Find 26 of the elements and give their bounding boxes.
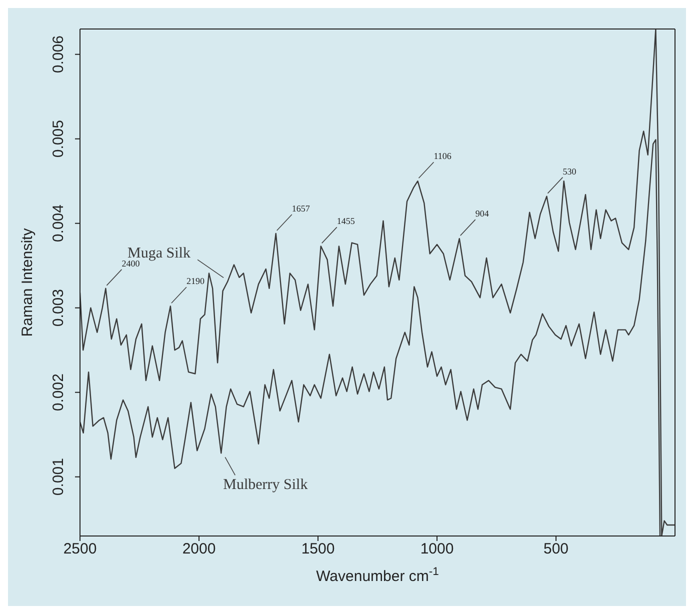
callout-pointer: 530 [547, 166, 576, 194]
y-tick-label: 0.005 [50, 120, 67, 158]
x-tick-label: 1000 [420, 540, 454, 558]
annotation: 1455 [336, 216, 356, 226]
callout-pointer: 1657 [276, 204, 310, 231]
annotation: 904 [475, 208, 490, 219]
y-tick-label: 0.006 [50, 36, 67, 74]
x-axis-title: Wavenumber cm$^{-1}$ [316, 566, 439, 585]
y-tick-label: 0.002 [50, 374, 67, 412]
legend-label: Mulberry Silk [223, 477, 308, 494]
annotation: 2190 [186, 276, 205, 286]
annotation: 1657 [292, 203, 310, 214]
callout-pointer: 2190 [171, 276, 204, 304]
y-tick-label: 0.001 [50, 458, 67, 496]
x-tick-label: 2000 [182, 540, 216, 558]
annotation: 530 [562, 166, 577, 176]
callout-pointer: 904 [460, 208, 489, 236]
callout-pointer: 1106 [418, 151, 452, 178]
y-tick-label: 0.004 [50, 204, 67, 242]
annotation: 1106 [434, 151, 452, 162]
x-tick-label: 500 [543, 540, 569, 558]
x-tick-label: 1500 [301, 540, 335, 558]
y-axis-title: Raman Intensity [19, 228, 36, 337]
callout-pointer: 1455 [321, 216, 355, 244]
x-tick-label: 2500 [63, 540, 97, 558]
y-tick-label: 0.003 [50, 289, 67, 327]
